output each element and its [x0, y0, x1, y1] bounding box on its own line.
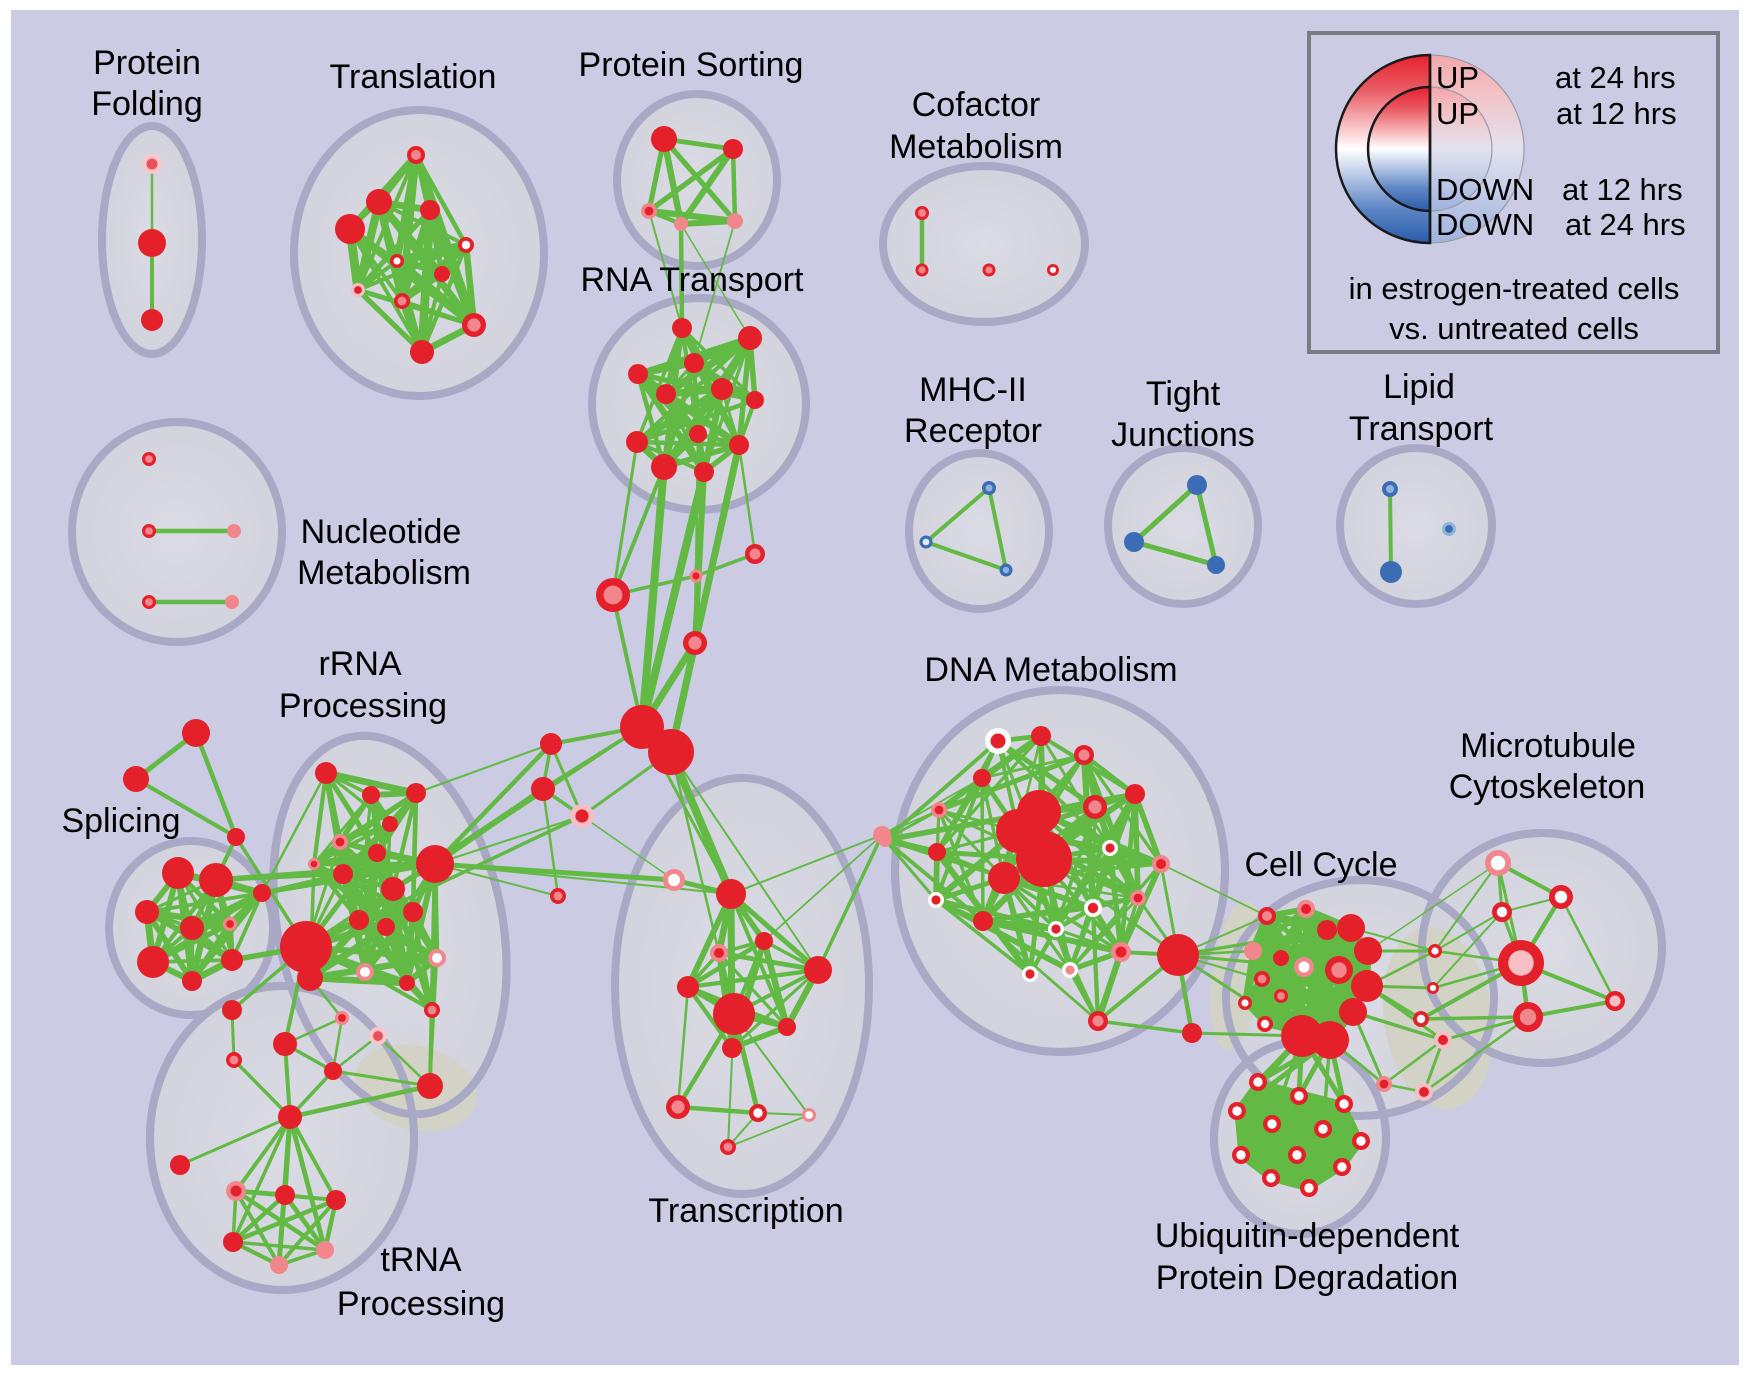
svg-text:at 12 hrs: at 12 hrs — [1562, 172, 1683, 207]
svg-text:Microtubule: Microtubule — [1460, 727, 1636, 765]
svg-text:DNA Metabolism: DNA Metabolism — [924, 651, 1177, 689]
svg-text:MHC-II: MHC-II — [919, 371, 1027, 409]
svg-text:Protein: Protein — [93, 44, 201, 82]
svg-text:DOWN: DOWN — [1436, 207, 1534, 242]
svg-text:Cell Cycle: Cell Cycle — [1244, 846, 1397, 884]
svg-text:in estrogen-treated cells: in estrogen-treated cells — [1349, 271, 1680, 306]
svg-text:UP: UP — [1436, 60, 1479, 95]
svg-text:at 24 hrs: at 24 hrs — [1565, 207, 1686, 242]
svg-text:RNA Transport: RNA Transport — [581, 261, 805, 299]
svg-text:UP: UP — [1436, 96, 1479, 131]
svg-text:Cytoskeleton: Cytoskeleton — [1449, 768, 1646, 806]
svg-text:Metabolism: Metabolism — [297, 554, 471, 592]
svg-text:Cofactor: Cofactor — [912, 86, 1041, 124]
svg-text:Lipid: Lipid — [1383, 368, 1455, 406]
svg-text:Processing: Processing — [279, 687, 447, 725]
svg-text:Ubiquitin-dependent: Ubiquitin-dependent — [1155, 1217, 1460, 1255]
svg-text:Metabolism: Metabolism — [889, 128, 1063, 166]
svg-text:Nucleotide: Nucleotide — [301, 513, 462, 551]
svg-text:Junctions: Junctions — [1111, 416, 1255, 454]
svg-text:vs. untreated cells: vs. untreated cells — [1389, 311, 1639, 346]
svg-text:Protein Sorting: Protein Sorting — [579, 46, 804, 84]
svg-text:Processing: Processing — [337, 1285, 505, 1323]
svg-text:Splicing: Splicing — [61, 802, 180, 840]
svg-text:rRNA: rRNA — [318, 645, 401, 683]
svg-text:DOWN: DOWN — [1436, 172, 1534, 207]
svg-text:tRNA: tRNA — [380, 1241, 462, 1279]
svg-text:at 12 hrs: at 12 hrs — [1556, 96, 1677, 131]
svg-text:at 24 hrs: at 24 hrs — [1555, 60, 1676, 95]
svg-text:Receptor: Receptor — [904, 412, 1042, 450]
svg-text:Transport: Transport — [1349, 410, 1494, 448]
svg-text:Protein Degradation: Protein Degradation — [1156, 1259, 1458, 1297]
svg-text:Transcription: Transcription — [648, 1192, 843, 1230]
svg-text:Translation: Translation — [330, 58, 497, 96]
svg-text:Tight: Tight — [1146, 375, 1221, 413]
svg-text:Folding: Folding — [91, 85, 203, 123]
